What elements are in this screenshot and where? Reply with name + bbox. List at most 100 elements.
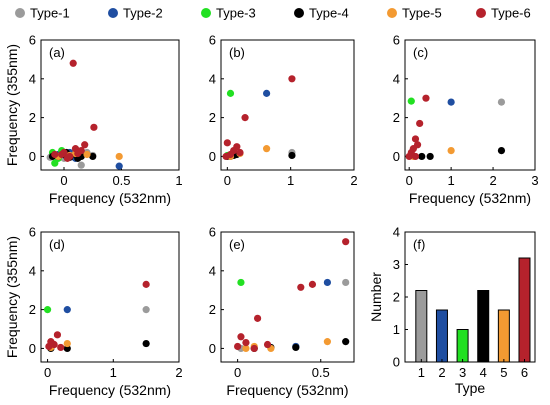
y-tick-label: 6 [29, 33, 36, 48]
x-tick-label: 2 [175, 365, 182, 380]
panel-label: (b) [229, 45, 245, 60]
series-6 [234, 238, 350, 353]
point [89, 152, 97, 161]
y-tick-label: 0 [393, 149, 400, 164]
y-tick-label: 6 [209, 225, 216, 240]
legend-label-5: Type-5 [402, 6, 442, 21]
panel-label: (a) [49, 45, 65, 60]
point [297, 283, 305, 291]
point [323, 278, 331, 287]
x-tick-label: 0 [44, 365, 51, 380]
x-axis-label: Type [455, 380, 486, 396]
x-tick-label: 1 [110, 365, 117, 380]
series-3 [237, 278, 245, 287]
point [407, 97, 415, 105]
legend-label-2: Type-2 [123, 6, 163, 21]
x-tick-label: 4 [480, 365, 487, 380]
y-tick-label: 4 [209, 263, 216, 278]
legend-marker-3 [201, 8, 211, 18]
y-tick-label: 0 [209, 341, 216, 356]
point [426, 152, 434, 161]
point [418, 152, 426, 161]
series-2 [63, 306, 71, 314]
point [342, 278, 350, 287]
y-tick-label: 4 [393, 225, 400, 240]
panel-2: 0 1 2 0 2 4 6 (b) [209, 33, 358, 189]
legend-marker-1 [15, 8, 25, 18]
legend-marker-4 [294, 8, 304, 18]
x-tick-label: 3 [531, 173, 538, 188]
y-tick-label: 6 [29, 225, 36, 240]
point [53, 331, 62, 339]
x-axis-label: Frequency (532nm) [49, 382, 171, 398]
bar-4 [477, 290, 490, 363]
bar-2 [435, 309, 448, 363]
x-tick-label: 0.5 [312, 365, 330, 380]
point [250, 344, 258, 353]
panel-label: (c) [413, 45, 428, 60]
point [63, 154, 72, 162]
panel-label: (f) [413, 237, 425, 252]
panel-label: (d) [49, 237, 65, 252]
panel-5: 0 0.5 0 2 4 6 (e) Frequency (532nm) [209, 225, 355, 398]
point [263, 89, 271, 97]
y-tick-label: 2 [209, 110, 216, 125]
point [288, 75, 296, 83]
series-1 [237, 278, 350, 353]
point [63, 339, 71, 348]
legend: Type-1 Type-2 Type-3 Type-4 Type-5 Type-6 [15, 6, 531, 21]
point [237, 278, 245, 287]
x-tick-label: 1 [175, 173, 182, 188]
point [51, 150, 59, 159]
point [81, 141, 89, 149]
x-tick-label: 3 [459, 365, 466, 380]
point [416, 119, 424, 128]
y-tick-label: 4 [29, 263, 36, 278]
point [288, 151, 296, 160]
bar-6 [518, 257, 531, 363]
series-6 [222, 75, 296, 161]
x-tick-label: 0 [406, 173, 413, 188]
axes-box [220, 39, 355, 171]
point [142, 339, 150, 348]
point [405, 152, 413, 161]
point [234, 342, 242, 351]
legend-marker-6 [476, 8, 486, 18]
x-axis-label: Frequency (532nm) [226, 382, 348, 398]
axes-box [404, 39, 536, 171]
y-tick-label: 4 [209, 71, 216, 86]
y-tick-label: 6 [209, 33, 216, 48]
x-tick-label: 0 [224, 173, 231, 188]
y-axis-label: Frequency (355nm) [4, 44, 20, 166]
x-axis-label: Frequency (532nm) [49, 190, 171, 206]
point [342, 338, 350, 346]
x-axis-label: Frequency (532nm) [409, 190, 531, 206]
legend-marker-2 [108, 8, 118, 18]
point [45, 342, 53, 351]
point [222, 152, 230, 161]
series-1 [142, 306, 150, 314]
bar-3 [456, 329, 469, 363]
point [83, 150, 91, 159]
point [63, 306, 71, 314]
point [57, 343, 65, 352]
x-tick-label: 1 [448, 173, 455, 188]
y-tick-label: 4 [393, 71, 400, 86]
point [497, 146, 506, 155]
point [263, 340, 272, 349]
point [323, 338, 331, 346]
series-6 [405, 94, 430, 161]
y-tick-label: 4 [29, 71, 36, 86]
panel-label: (e) [229, 237, 245, 252]
x-tick-label: 6 [521, 365, 528, 380]
point [142, 306, 150, 314]
point [422, 94, 430, 102]
series-3 [43, 306, 52, 314]
point [51, 159, 59, 167]
point [253, 314, 262, 322]
x-tick-label: 0 [234, 365, 241, 380]
y-tick-label: 3 [393, 257, 400, 272]
y-tick-label: 2 [393, 290, 400, 305]
